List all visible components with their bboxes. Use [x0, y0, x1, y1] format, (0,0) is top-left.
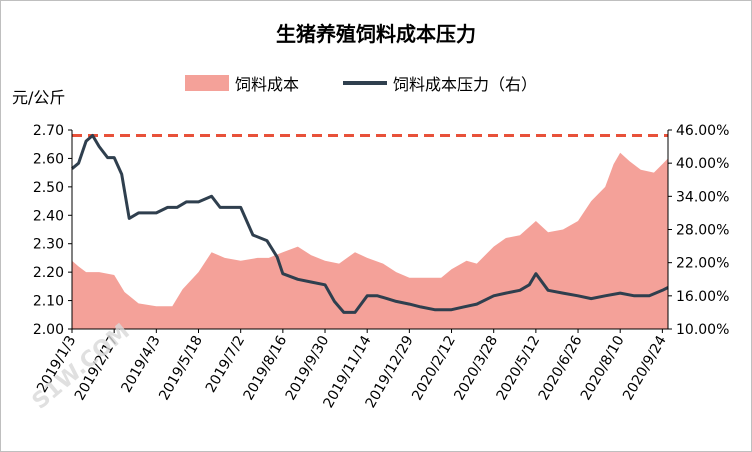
legend: 饲料成本 饲料成本压力（右）: [0, 71, 752, 95]
left-axis-unit: 元/公斤: [12, 88, 66, 107]
legend-item-feed-pressure: 饲料成本压力（右）: [343, 71, 537, 95]
legend-label-feed-cost: 饲料成本: [235, 75, 300, 94]
series-feed-pressure-line: [71, 134, 669, 314]
left-tick-label: 2.70: [33, 123, 64, 139]
left-tick-label: 2.00: [33, 322, 64, 338]
left-tick-label: 2.40: [33, 208, 64, 224]
left-tick-label: 2.20: [33, 265, 64, 281]
right-tick-label: 34.00%: [676, 189, 729, 205]
right-tick-label: 46.00%: [676, 123, 729, 139]
legend-swatch-line: [343, 81, 387, 85]
left-tick-label: 2.30: [33, 237, 64, 253]
legend-label-feed-pressure: 饲料成本压力（右）: [393, 75, 538, 94]
right-tick-label: 28.00%: [676, 223, 729, 239]
right-tick-label: 22.00%: [676, 256, 729, 272]
x-tick-label: 2020/2/12: [409, 333, 459, 403]
left-tick-label: 2.60: [33, 151, 64, 167]
x-tick-label: 2020/6/26: [536, 333, 586, 403]
series-feed-cost-area: [72, 152, 668, 329]
x-tick-label: 2020/8/10: [578, 333, 628, 403]
x-tick-label: 2020/3/28: [451, 333, 501, 403]
x-tick-label: 2019/7/2: [203, 333, 248, 395]
right-tick-label: 40.00%: [676, 156, 729, 172]
x-tick-label: 2019/5/18: [156, 333, 206, 403]
legend-swatch-area: [185, 75, 229, 91]
left-tick-label: 2.50: [33, 180, 64, 196]
chart-title: 生猪养殖饲料成本压力: [276, 22, 476, 46]
right-tick-label: 10.00%: [676, 322, 729, 338]
x-tick-label: 2019/8/16: [241, 333, 291, 403]
x-tick-label: 2019/9/30: [283, 333, 333, 403]
x-tick-label: 2020/9/24: [620, 333, 670, 403]
x-tick-label: 2020/5/12: [494, 333, 544, 403]
legend-item-feed-cost: 饲料成本: [185, 71, 299, 95]
right-tick-label: 16.00%: [676, 289, 729, 305]
left-tick-label: 2.10: [33, 294, 64, 310]
